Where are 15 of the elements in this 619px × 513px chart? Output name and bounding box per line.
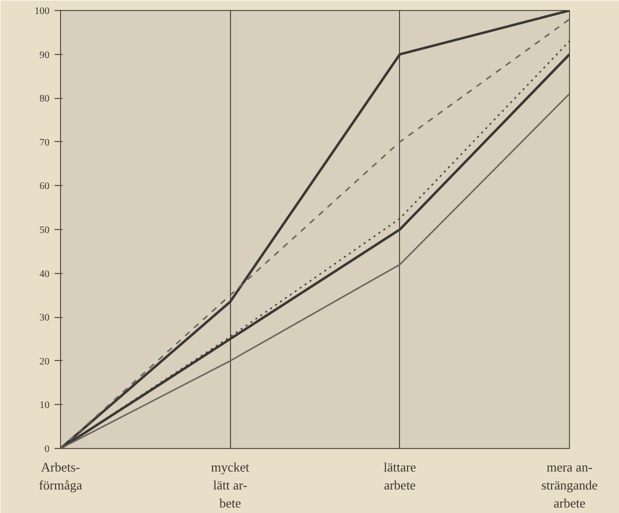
y-tick-label: 80 — [40, 94, 50, 105]
y-tick-label: 30 — [40, 312, 50, 324]
x-tick-label: lättare arbete — [384, 460, 416, 492]
y-tick-label: 0 — [44, 444, 50, 455]
x-tick-label: Arbets- förmåga — [38, 460, 82, 492]
y-tick-label: 90 — [40, 50, 50, 61]
y-tick-label: 20 — [40, 356, 50, 368]
y-tick-label: 70 — [40, 137, 50, 148]
x-tick-label: mycket lätt ar- bete — [211, 460, 250, 510]
x-tick-label: mera an- strängande arbete — [541, 460, 598, 510]
y-tick-label: 10 — [40, 400, 50, 412]
y-tick-label: 100 — [34, 6, 50, 17]
y-tick-label: 40 — [40, 268, 50, 280]
y-tick-label: 50 — [40, 225, 50, 236]
y-tick-label: 60 — [40, 181, 50, 192]
